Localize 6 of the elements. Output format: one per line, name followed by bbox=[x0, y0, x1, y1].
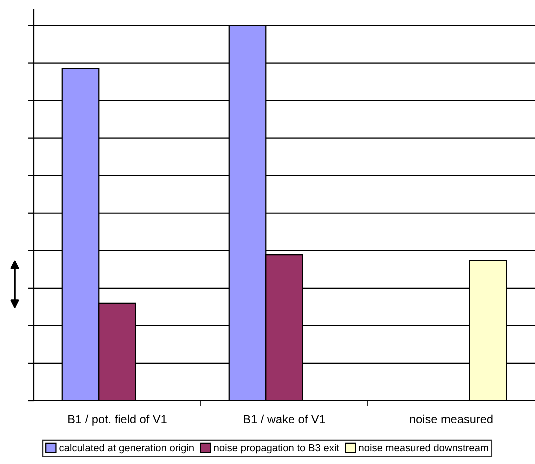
x-tick-label: noise measured bbox=[410, 414, 493, 424]
x-tick-label: B1 / pot. field of V1 bbox=[68, 414, 167, 426]
legend-label: noise propagation to B3 exit bbox=[214, 444, 340, 454]
legend-label: calculated at generation origin bbox=[60, 444, 194, 454]
x-tick-label: B1 / wake of V1 bbox=[244, 414, 326, 424]
legend-label: noise measured downstream bbox=[359, 444, 488, 452]
